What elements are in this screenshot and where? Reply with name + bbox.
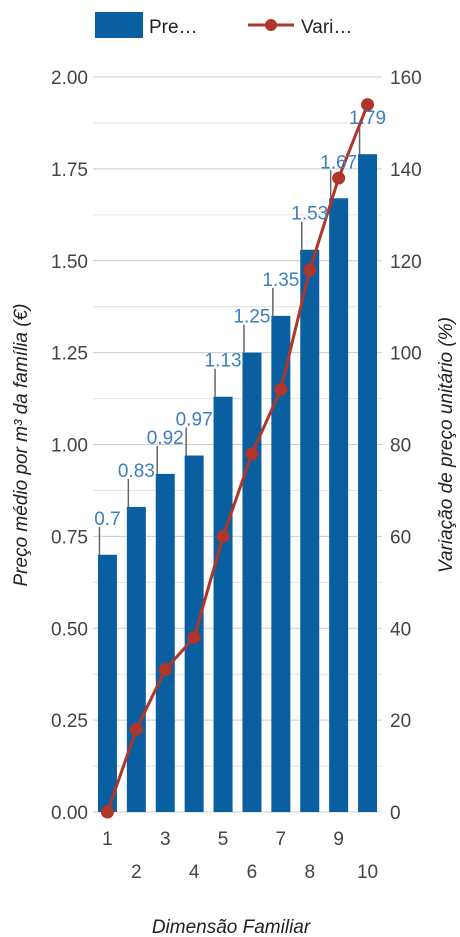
bar (97, 554, 117, 812)
line-point (245, 447, 259, 461)
x-tick-label: 7 (276, 829, 287, 850)
legend-item-line[interactable]: Vari… (248, 17, 352, 38)
variation-line-series (100, 98, 375, 819)
left-axis-ticks: 0.00 0.25 0.50 0.75 1.00 1.25 1.50 1.75 2.00 (51, 68, 88, 824)
y-tick-label: 0.25 (51, 711, 88, 732)
y2-tick-label: 40 (390, 619, 411, 640)
bar-data-label: 0.97 (176, 410, 213, 431)
line-point (158, 663, 172, 677)
bar (271, 315, 291, 812)
y2-tick-label: 160 (390, 68, 422, 89)
line-point (274, 382, 288, 396)
y2-tick-label: 100 (390, 344, 422, 365)
y-tick-label: 2.00 (51, 68, 88, 89)
bar-data-label: 1.13 (205, 351, 242, 372)
legend[interactable]: Pre… Vari… (95, 12, 352, 38)
bar-data-label: 0.7 (94, 509, 120, 530)
y-tick-label: 1.50 (51, 252, 88, 273)
y2-tick-label: 80 (390, 436, 411, 457)
bar-data-label: 1.25 (233, 307, 270, 328)
y-tick-label: 0.75 (51, 527, 88, 548)
bar-data-label: 1.35 (262, 270, 299, 291)
right-axis-ticks: 0 20 40 60 80 100 120 140 160 (390, 68, 422, 824)
y-tick-label: 0.00 (51, 803, 88, 824)
line-point (332, 171, 346, 185)
x-tick-label: 9 (333, 829, 344, 850)
line-point (100, 805, 114, 819)
bars (97, 154, 378, 813)
x-tick-label: 4 (189, 862, 200, 883)
y-tick-label: 1.00 (51, 436, 88, 457)
bar (329, 198, 349, 812)
bar-data-label: 1.67 (320, 152, 357, 173)
y2-axis-title: Variação de preço unitário (%) (436, 317, 457, 573)
y-tick-label: 1.25 (51, 344, 88, 365)
y2-tick-label: 20 (390, 711, 411, 732)
variation-line (106, 104, 369, 813)
line-point (129, 722, 143, 736)
x-tick-label: 8 (304, 862, 315, 883)
bar (126, 506, 146, 812)
x-tick-label: 10 (357, 862, 378, 883)
bar-data-labels: 0.7 0.83 0.920.97 1.13 1.25 1.35 1.53 1.67 1.79 (94, 108, 386, 530)
x-tick-label: 2 (131, 862, 142, 883)
bar (358, 154, 378, 813)
y2-tick-label: 120 (390, 252, 422, 273)
x-tick-label: 3 (160, 829, 171, 850)
bar-data-label: 0.92 (147, 428, 184, 449)
bar (155, 473, 175, 812)
legend-label-line: Vari… (301, 17, 352, 38)
x-axis-title: Dimensão Familiar (152, 917, 311, 937)
y2-tick-label: 0 (390, 803, 401, 824)
line-point (361, 98, 375, 112)
bar-data-label: 0.83 (118, 461, 155, 482)
line-point (303, 263, 317, 277)
legend-swatch-bar (95, 12, 143, 38)
x-tick-label: 6 (247, 862, 258, 883)
x-tick-label: 1 (102, 829, 113, 850)
y-axis-title: Preço médio por m³ da família (€) (11, 304, 32, 587)
x-tick-label: 5 (218, 829, 229, 850)
y-tick-label: 0.50 (51, 619, 88, 640)
bar-data-label: 1.53 (291, 204, 328, 225)
bar-data-label: 1.79 (349, 108, 386, 129)
y2-tick-label: 140 (390, 160, 422, 181)
legend-item-bars[interactable]: Pre… (95, 12, 198, 38)
bar (213, 396, 233, 812)
y-tick-label: 1.75 (51, 160, 88, 181)
legend-swatch-marker (265, 19, 277, 31)
legend-label-bars: Pre… (149, 17, 198, 38)
bar-error-bars (98, 126, 361, 555)
bar (242, 352, 262, 812)
y2-tick-label: 60 (390, 527, 411, 548)
line-point (187, 630, 201, 644)
line-point (216, 529, 230, 543)
bar (300, 249, 320, 813)
